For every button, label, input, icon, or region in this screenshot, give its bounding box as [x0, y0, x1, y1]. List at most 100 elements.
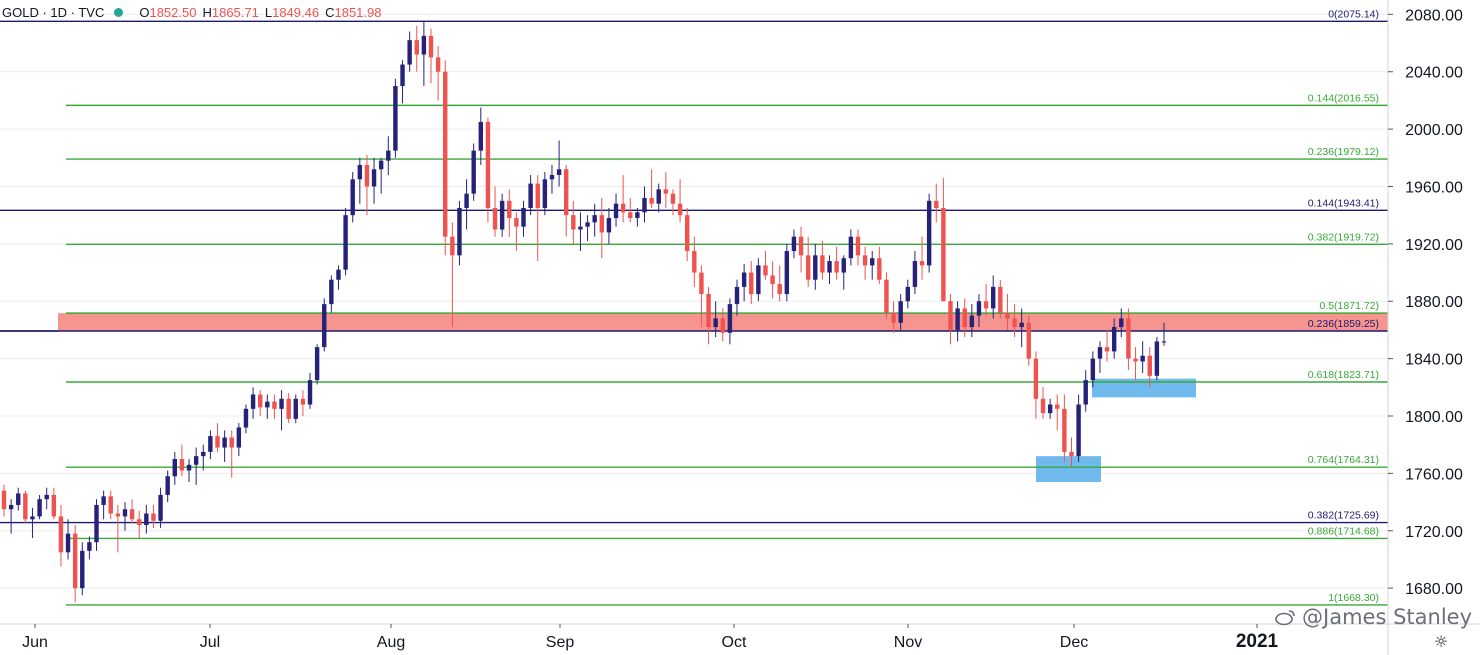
candle-body[interactable] [784, 251, 790, 295]
candle-body[interactable] [129, 509, 135, 520]
candle-body[interactable] [834, 261, 839, 273]
candle-body[interactable] [805, 255, 811, 280]
candle-body[interactable] [663, 189, 669, 194]
candle-body[interactable] [457, 208, 462, 256]
candle-body[interactable] [393, 86, 398, 151]
candle-body[interactable] [193, 456, 199, 465]
candle-body[interactable] [862, 255, 868, 266]
candle-body[interactable] [1062, 408, 1067, 452]
candle-body[interactable] [684, 215, 690, 252]
candle-body[interactable] [1140, 355, 1145, 362]
candle-body[interactable] [1133, 358, 1138, 362]
candle-body[interactable] [101, 496, 106, 505]
candle-body[interactable] [549, 175, 555, 180]
candle-body[interactable] [1005, 312, 1010, 319]
candle-body[interactable] [222, 437, 227, 448]
candle-body[interactable] [734, 286, 740, 305]
candle-body[interactable] [848, 236, 854, 259]
symbol-label[interactable]: GOLD · 1D · TVC [2, 4, 105, 20]
candle-body[interactable] [44, 494, 49, 500]
candle-body[interactable] [179, 459, 185, 471]
candle-body[interactable] [464, 193, 469, 208]
candle-body[interactable] [820, 255, 825, 273]
candle-body[interactable] [1104, 347, 1110, 352]
candle-body[interactable] [884, 279, 889, 313]
candle-body[interactable] [564, 169, 569, 216]
candle-body[interactable] [692, 251, 697, 273]
candle-body[interactable] [51, 494, 57, 517]
candle-body[interactable] [72, 533, 78, 589]
candle-body[interactable] [1154, 341, 1160, 376]
candle-body[interactable] [571, 215, 576, 230]
gear-icon[interactable]: ☼ [1433, 632, 1449, 651]
candle-body[interactable] [307, 380, 313, 405]
candle-body[interactable] [585, 222, 590, 227]
candle-body[interactable] [998, 286, 1003, 313]
candle-body[interactable] [514, 218, 519, 227]
candle-body[interactable] [329, 279, 334, 305]
candle-body[interactable] [435, 57, 441, 72]
candle-body[interactable] [1083, 380, 1088, 405]
candle-body[interactable] [535, 183, 540, 208]
candle-body[interactable] [492, 208, 498, 230]
candle-body[interactable] [1019, 322, 1024, 328]
candle-body[interactable] [855, 236, 861, 256]
candle-body[interactable] [80, 550, 85, 589]
candle-body[interactable] [407, 40, 412, 65]
candle-body[interactable] [343, 215, 348, 270]
candle-body[interactable] [1, 490, 7, 510]
candle-body[interactable] [115, 513, 121, 517]
candle-body[interactable] [507, 200, 512, 219]
candle-body[interactable] [969, 315, 975, 328]
candle-body[interactable] [620, 203, 626, 213]
candle-body[interactable] [813, 255, 818, 280]
candle-body[interactable] [8, 504, 14, 510]
candle-body[interactable] [378, 160, 384, 170]
candle-body[interactable] [578, 226, 583, 230]
candle-body[interactable] [528, 183, 533, 208]
candle-body[interactable] [841, 258, 846, 273]
candle-body[interactable] [628, 212, 633, 219]
candle-body[interactable] [450, 236, 455, 256]
candle-body[interactable] [186, 464, 192, 471]
candle-body[interactable] [65, 533, 71, 553]
candle-body[interactable] [1161, 341, 1167, 343]
candle-body[interactable] [471, 150, 476, 194]
candle-body[interactable] [400, 64, 405, 87]
candle-body[interactable] [122, 509, 128, 517]
candle-body[interactable] [649, 197, 654, 204]
candle-body[interactable] [934, 200, 939, 208]
candle-body[interactable] [478, 121, 484, 151]
candle-body[interactable] [891, 312, 896, 323]
candle-body[interactable] [1069, 451, 1074, 457]
candle-body[interactable] [371, 169, 377, 187]
candle-body[interactable] [1097, 347, 1103, 359]
candle-body[interactable] [556, 169, 562, 176]
candle-body[interactable] [30, 516, 35, 520]
candle-body[interactable] [606, 218, 612, 233]
candle-body[interactable] [108, 496, 113, 514]
candle-body[interactable] [777, 284, 782, 295]
candle-body[interactable] [322, 304, 327, 348]
candle-body[interactable] [1012, 318, 1017, 328]
candle-body[interactable] [756, 265, 761, 295]
candle-body[interactable] [749, 272, 754, 295]
candle-body[interactable] [1040, 398, 1046, 414]
candle-body[interactable] [592, 215, 597, 223]
candle-body[interactable] [272, 401, 277, 409]
candle-body[interactable] [137, 519, 142, 526]
candle-body[interactable] [236, 427, 242, 448]
candle-body[interactable] [265, 401, 270, 408]
candle-body[interactable] [706, 294, 711, 328]
candle-body[interactable] [741, 272, 747, 287]
candle-body[interactable] [350, 179, 355, 216]
candle-body[interactable] [948, 301, 953, 330]
candle-body[interactable] [677, 203, 683, 216]
candle-body[interactable] [243, 408, 249, 428]
candle-body[interactable] [962, 308, 967, 328]
candle-body[interactable] [144, 513, 149, 526]
candle-body[interactable] [1119, 318, 1124, 328]
candle-body[interactable] [905, 286, 911, 302]
candle-body[interactable] [635, 212, 640, 219]
